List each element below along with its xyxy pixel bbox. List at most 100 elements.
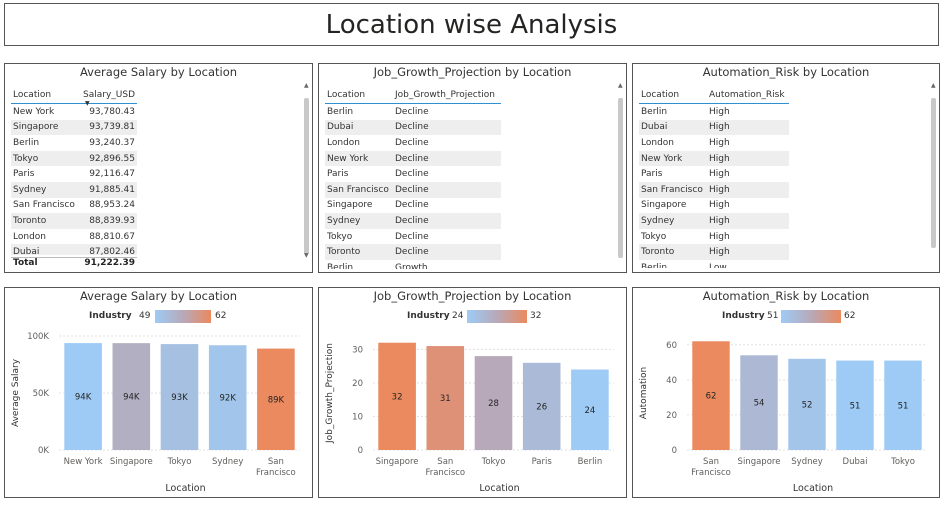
cell-location: London: [641, 137, 674, 148]
cell-location: San Francisco: [13, 200, 75, 211]
column-header-job-growth[interactable]: Job_Growth_Projection: [395, 90, 495, 100]
bar[interactable]: [740, 355, 778, 450]
bar[interactable]: [112, 343, 151, 450]
scrollbar-thumb[interactable]: [618, 98, 623, 258]
job-growth-table-title: Job_Growth_Projection by Location: [373, 65, 572, 79]
bar[interactable]: [208, 345, 247, 450]
table-row[interactable]: Singapore 93,739.81: [11, 119, 137, 136]
bar[interactable]: [884, 360, 922, 450]
bar[interactable]: [836, 360, 874, 450]
table-row[interactable]: Sydney Decline: [325, 213, 501, 229]
bar[interactable]: [474, 356, 513, 450]
table-row[interactable]: Toronto Decline: [325, 244, 501, 260]
table-header: Location Automation_Risk: [639, 86, 789, 104]
table-row[interactable]: San Francisco 88,953.24: [11, 198, 137, 214]
cell-location: Singapore: [641, 200, 687, 211]
salary-chart-panel[interactable]: Average Salary by Location Industry 49 6…: [4, 287, 313, 498]
table-row[interactable]: London 88,810.67: [11, 229, 137, 245]
bar[interactable]: [522, 362, 561, 450]
cell-value: Decline: [395, 247, 429, 258]
column-header-location[interactable]: Location: [641, 90, 680, 100]
bar[interactable]: [378, 342, 416, 450]
column-header-location[interactable]: Location: [327, 90, 366, 100]
bar[interactable]: [257, 348, 295, 450]
bar[interactable]: [160, 344, 199, 450]
cell-location: San Francisco: [327, 184, 389, 195]
table-row[interactable]: Singapore High: [639, 198, 789, 214]
data-label: 94K: [75, 393, 92, 403]
x-tick-label: Sydney: [212, 457, 243, 467]
scrollbar-thumb[interactable]: [931, 98, 936, 248]
table-row[interactable]: London High: [639, 135, 789, 151]
table-row[interactable]: Tokyo High: [639, 229, 789, 245]
scroll-up-icon[interactable]: ▲: [304, 82, 309, 89]
table-row[interactable]: New York High: [639, 150, 789, 167]
table-row[interactable]: Paris Decline: [325, 166, 501, 182]
table-row[interactable]: New York Decline: [325, 150, 501, 167]
table-scrollbar[interactable]: ▲: [931, 82, 936, 260]
job-growth-table: Location Job_Growth_Projection Berlin Dec…: [325, 86, 501, 269]
column-header-salary[interactable]: Salary_USD: [83, 90, 136, 100]
bar[interactable]: [692, 341, 730, 450]
scrollbar-thumb[interactable]: [304, 98, 309, 254]
cell-location: San Francisco: [641, 184, 703, 195]
data-label: 32: [392, 392, 403, 402]
automation-table-panel[interactable]: Automation_Risk by Location Location Aut…: [632, 63, 940, 273]
table-row[interactable]: Berlin Growth: [325, 260, 501, 269]
table-row[interactable]: Sydney 91,885.41: [11, 181, 137, 198]
scroll-up-icon[interactable]: ▲: [618, 82, 623, 89]
automation-chart-panel[interactable]: Automation_Risk by Location Industry 51 …: [632, 287, 940, 498]
table-row[interactable]: Dubai 87,802.46: [11, 244, 137, 255]
scroll-up-icon[interactable]: ▲: [931, 82, 936, 89]
cell-value: High: [709, 215, 730, 226]
automation-table-body: Berlin High Dubai High London High New York Hig…: [639, 104, 789, 268]
table-row[interactable]: San Francisco High: [639, 181, 789, 198]
table-row[interactable]: Tokyo Decline: [325, 229, 501, 245]
table-row[interactable]: Toronto High: [639, 244, 789, 260]
table-row[interactable]: Paris High: [639, 166, 789, 182]
table-row[interactable]: Berlin High: [639, 104, 789, 120]
job-growth-table-panel[interactable]: Job_Growth_Projection by Location Locati…: [318, 63, 627, 273]
bar[interactable]: [788, 358, 826, 450]
sort-desc-icon[interactable]: ▼: [85, 100, 90, 107]
salary-table-panel[interactable]: Average Salary by Location Location Sala…: [4, 63, 313, 273]
scroll-down-icon[interactable]: ▼: [304, 252, 309, 259]
cell-value: 93,240.37: [89, 137, 135, 148]
column-header-location[interactable]: Location: [13, 90, 52, 100]
bar[interactable]: [571, 369, 609, 450]
x-tick-label: Tokyo: [481, 457, 506, 467]
table-row[interactable]: Toronto 88,839.93: [11, 213, 137, 229]
bar[interactable]: [64, 343, 102, 450]
table-scrollbar[interactable]: ▲: [618, 82, 623, 260]
data-label: 31: [440, 394, 451, 404]
table-row[interactable]: Singapore Decline: [325, 198, 501, 214]
job-growth-chart-panel[interactable]: Job_Growth_Projection by Location Indust…: [318, 287, 627, 498]
table-row[interactable]: Tokyo 92,896.55: [11, 150, 137, 167]
x-axis-label: Location: [165, 483, 205, 494]
cell-location: Dubai: [13, 247, 40, 255]
cell-location: New York: [327, 153, 369, 164]
table-scrollbar[interactable]: ▲ ▼: [304, 82, 309, 260]
legend-gradient: [155, 310, 211, 323]
table-row[interactable]: Dubai Decline: [325, 119, 501, 136]
table-row[interactable]: Paris 92,116.47: [11, 166, 137, 182]
cell-location: Paris: [327, 169, 349, 180]
table-row[interactable]: London Decline: [325, 135, 501, 151]
table-row[interactable]: Sydney High: [639, 213, 789, 229]
table-row[interactable]: New York 93,780.43: [11, 104, 137, 120]
table-row[interactable]: Berlin Low: [639, 260, 789, 268]
salary-total-row: Total 91,222.39: [11, 257, 137, 268]
table-row[interactable]: San Francisco Decline: [325, 181, 501, 198]
table-row[interactable]: Berlin Decline: [325, 104, 501, 120]
table-row[interactable]: Berlin 93,240.37: [11, 135, 137, 151]
table-header: Location Salary_USD ▼: [11, 86, 137, 107]
table-row[interactable]: Dubai High: [639, 119, 789, 136]
salary-bar-chart: 0K 50K 100K Average Salary 94K New York 94K Sin…: [11, 332, 300, 494]
cell-location: Sydney: [13, 184, 47, 195]
bar[interactable]: [426, 346, 465, 450]
salary-table-title: Average Salary by Location: [79, 65, 238, 79]
x-tick-label: Dubai: [843, 457, 868, 467]
column-header-automation-risk[interactable]: Automation_Risk: [709, 90, 785, 100]
x-tick-label: Tokyo: [167, 457, 192, 467]
legend-label: Industry: [722, 311, 765, 321]
